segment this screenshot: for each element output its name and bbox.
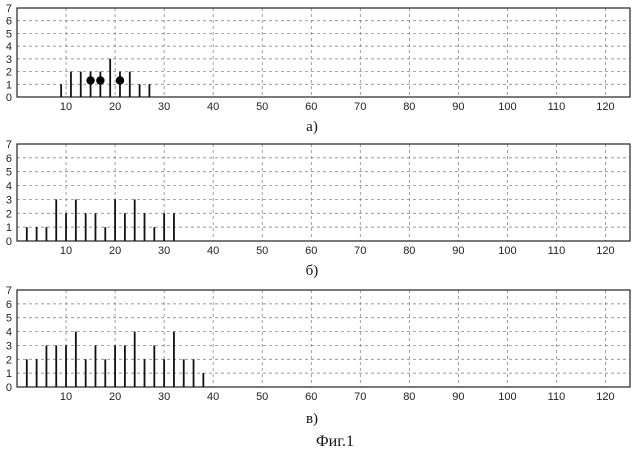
x-tick-label: 80 <box>403 101 415 113</box>
x-tick-label: 100 <box>498 101 516 113</box>
panel-label: б) <box>306 263 319 279</box>
x-tick-label: 70 <box>354 391 366 403</box>
y-tick-label: 5 <box>6 28 12 40</box>
y-tick-label: 0 <box>6 236 12 248</box>
x-tick-label: 40 <box>207 101 219 113</box>
x-tick-label: 80 <box>403 391 415 403</box>
y-tick-label: 2 <box>6 67 12 79</box>
x-tick-label: 50 <box>256 391 268 403</box>
x-tick-label: 30 <box>158 245 170 257</box>
x-tick-label: 40 <box>207 391 219 403</box>
x-tick-label: 120 <box>596 391 614 403</box>
x-tick-label: 110 <box>548 101 566 113</box>
marker-dot <box>116 76 124 84</box>
y-tick-label: 6 <box>6 299 12 311</box>
x-tick-label: 20 <box>109 101 121 113</box>
y-tick-label: 4 <box>6 41 12 53</box>
plot-frame <box>17 290 630 387</box>
marker-dot <box>86 76 94 84</box>
figure-caption: Фиг.1 <box>316 433 354 450</box>
x-tick-label: 40 <box>207 245 219 257</box>
panel-label: а) <box>306 119 318 135</box>
y-tick-label: 3 <box>6 340 12 352</box>
y-tick-label: 5 <box>6 313 12 325</box>
y-tick-label: 0 <box>6 382 12 394</box>
y-tick-label: 7 <box>6 3 12 15</box>
y-tick-label: 3 <box>6 194 12 206</box>
y-tick-label: 5 <box>6 167 12 179</box>
chart-panel-2: 0 1 2 34 5 6 7 10 20 30 40 50 60 70 80 90 100 110 120 б) <box>6 139 630 279</box>
x-tick-label: 70 <box>354 101 366 113</box>
x-tick-label: 10 <box>60 391 72 403</box>
y-tick-label: 1 <box>6 368 12 380</box>
y-tick-label: 2 <box>6 354 12 366</box>
x-tick-label: 90 <box>452 245 464 257</box>
panel-label: в) <box>306 411 318 427</box>
x-tick-label: 50 <box>256 101 268 113</box>
x-tick-label: 60 <box>305 245 317 257</box>
plot-frame <box>17 8 630 97</box>
x-tick-label: 120 <box>596 245 614 257</box>
x-tick-label: 110 <box>548 245 566 257</box>
x-tick-label: 90 <box>452 391 464 403</box>
x-tick-label: 10 <box>60 101 72 113</box>
y-tick-label: 7 <box>6 285 12 297</box>
y-tick-label: 6 <box>6 16 12 28</box>
x-tick-label: 30 <box>158 101 170 113</box>
x-tick-label: 60 <box>305 391 317 403</box>
x-tick-label: 50 <box>256 245 268 257</box>
x-tick-label: 120 <box>596 101 614 113</box>
marker-dot <box>96 76 104 84</box>
chart-panel-1: 01234567 10 20 30 40 50 60 70 80 90 100 110 120 а) <box>6 3 630 135</box>
x-tick-label: 100 <box>498 391 516 403</box>
chart-panel-3: 0 1 2 34 5 6 7 10 20 30 40 50 60 70 80 90 100 110 120 в) <box>6 285 630 427</box>
y-tick-label: 7 <box>6 139 12 151</box>
y-tick-label: 1 <box>6 222 12 234</box>
x-tick-label: 90 <box>452 101 464 113</box>
x-tick-label: 30 <box>158 391 170 403</box>
x-tick-label: 100 <box>498 245 516 257</box>
y-tick-label: 3 <box>6 54 12 66</box>
x-tick-label: 110 <box>548 391 566 403</box>
y-tick-label: 6 <box>6 153 12 165</box>
y-tick-label: 1 <box>6 79 12 91</box>
y-tick-label: 2 <box>6 208 12 220</box>
x-tick-label: 10 <box>60 245 72 257</box>
x-tick-label: 20 <box>109 391 121 403</box>
y-tick-label: 4 <box>6 181 12 193</box>
x-tick-label: 20 <box>109 245 121 257</box>
x-tick-label: 80 <box>403 245 415 257</box>
y-tick-label: 4 <box>6 327 12 339</box>
y-tick-label: 0 <box>6 92 12 104</box>
plot-frame <box>17 144 630 241</box>
x-tick-label: 70 <box>354 245 366 257</box>
x-tick-label: 60 <box>305 101 317 113</box>
